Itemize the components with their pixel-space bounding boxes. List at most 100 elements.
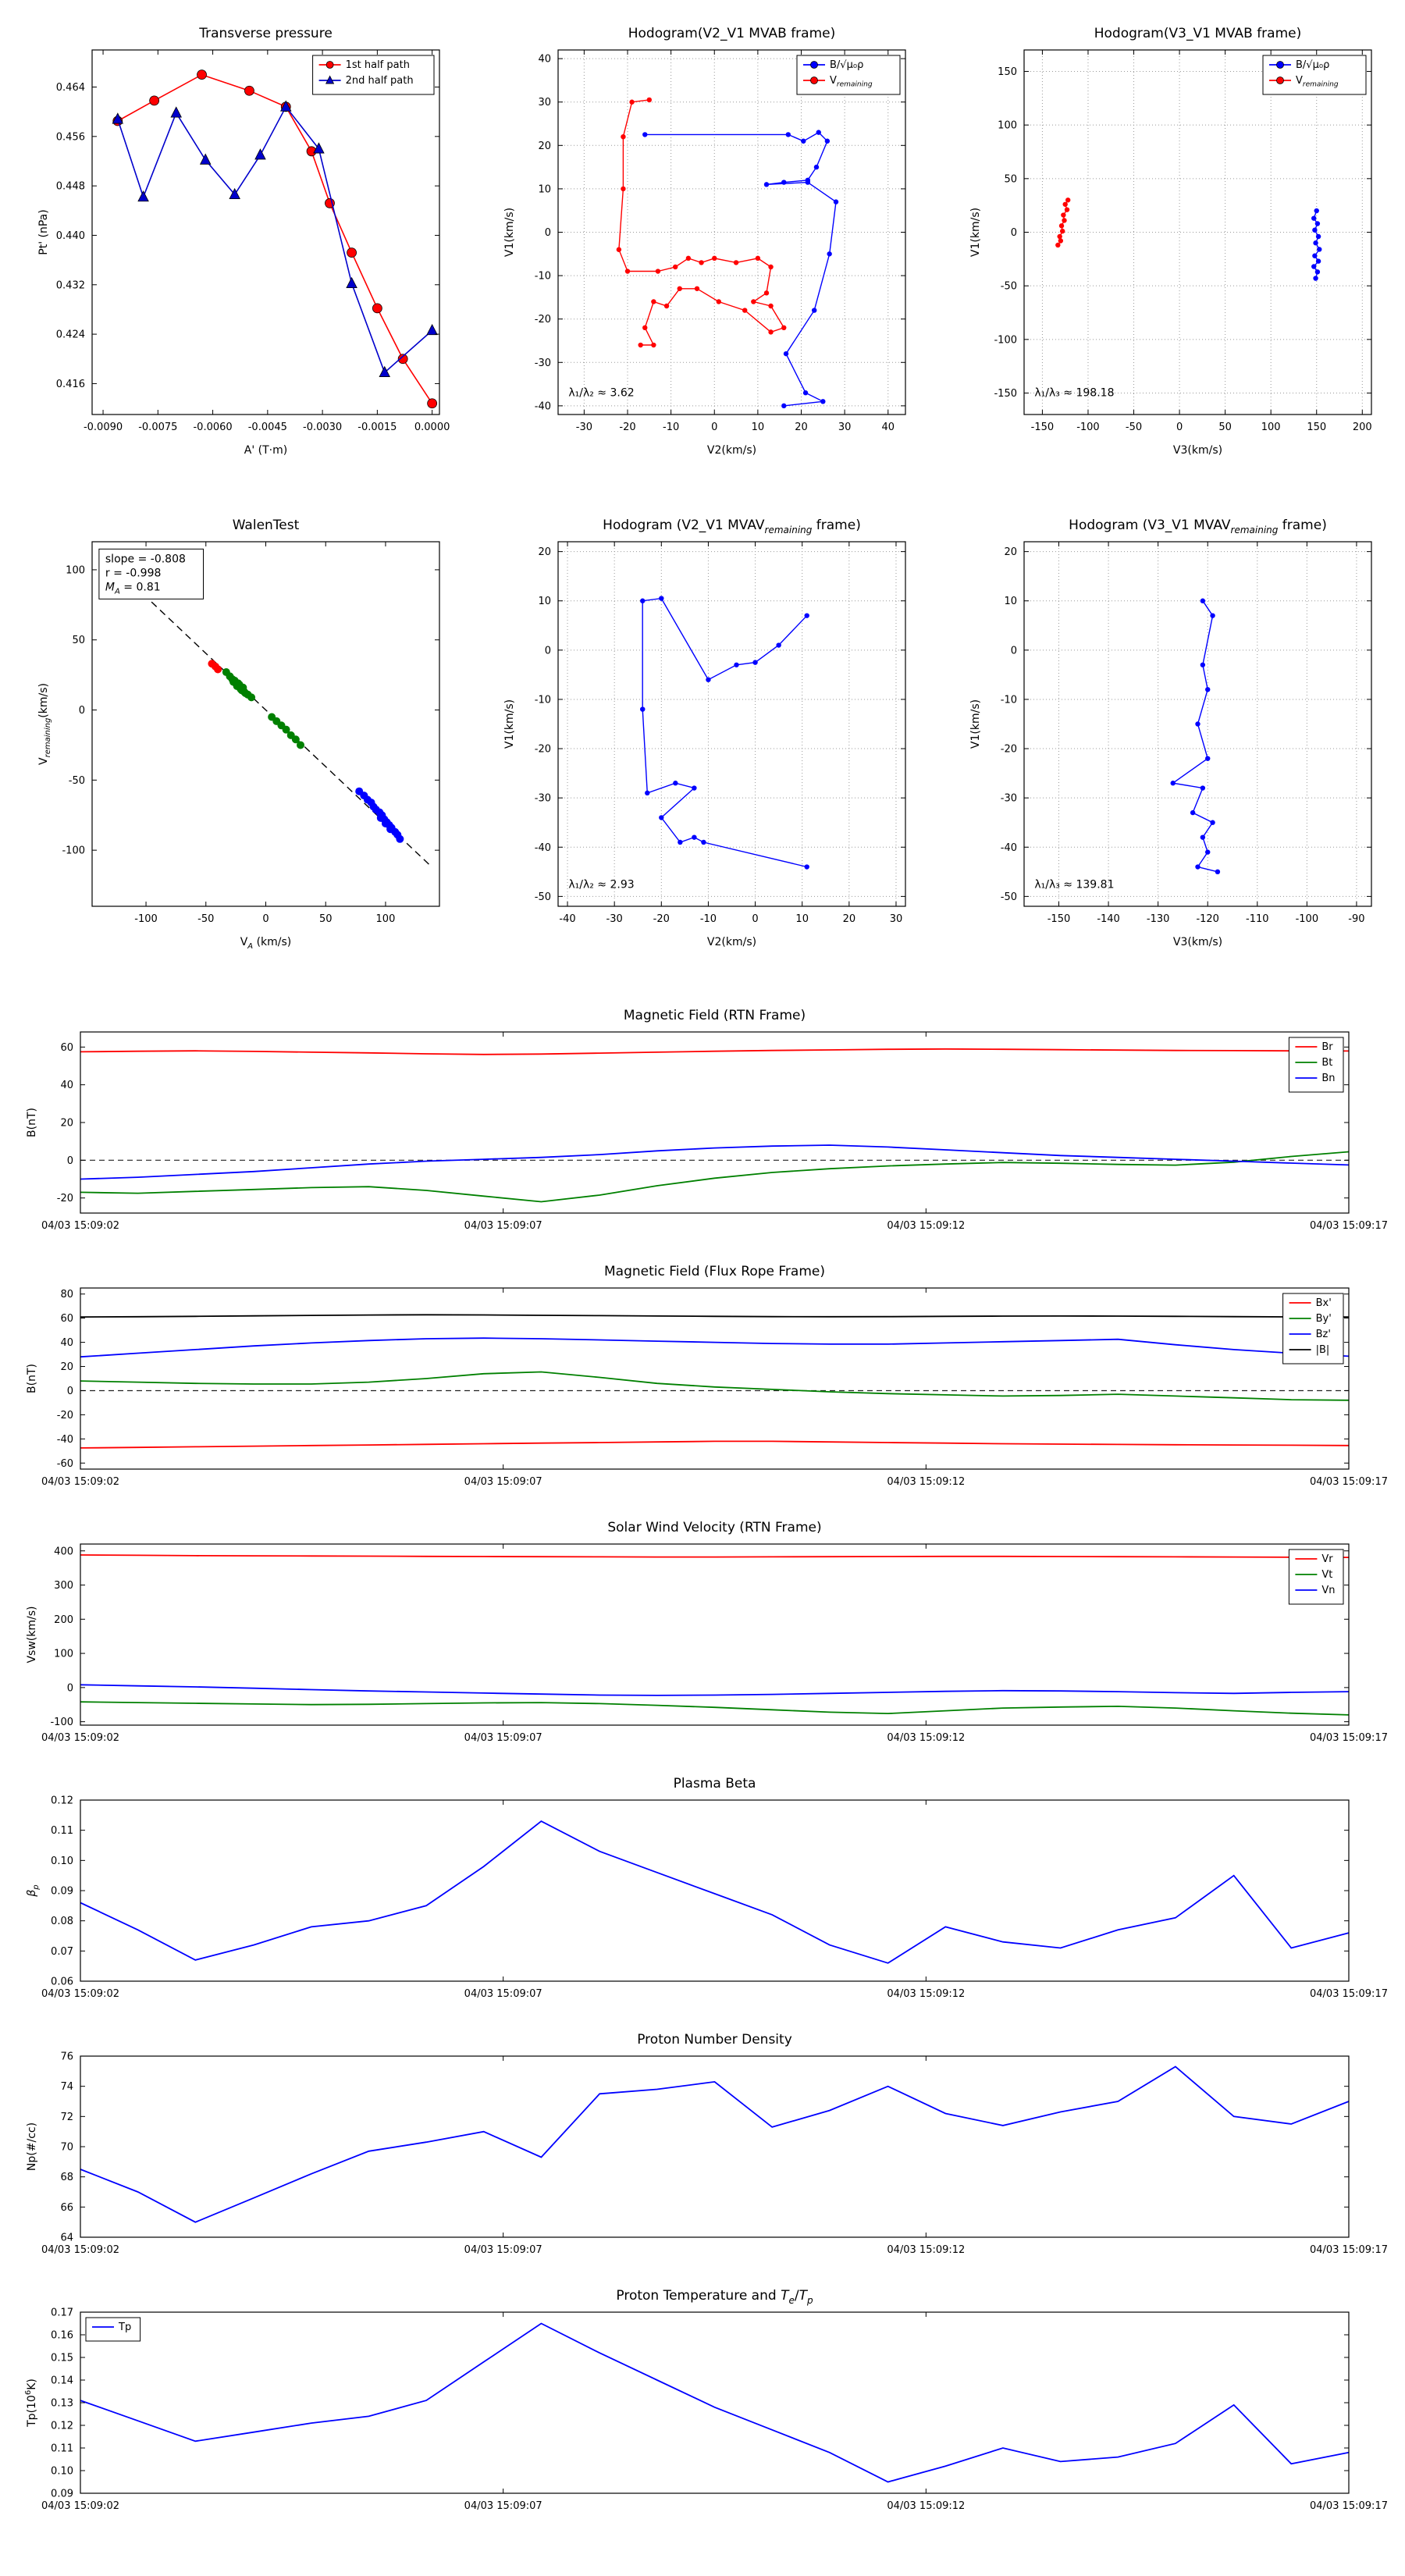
svg-text:Vn: Vn <box>1321 1585 1335 1596</box>
magnetic-field-fluxrope-chart: 04/03 15:09:02 04/03 15:09:07 04/03 15:09:… <box>6 1261 1403 1513</box>
svg-text:B(nT): B(nT) <box>26 1364 38 1393</box>
svg-text:Np(#/cc): Np(#/cc) <box>26 2122 38 2171</box>
hodogram-v3v1-mvab-chart: -150 -100 -50 0 50 100 150 200 -150 -100 -50 0 50 100… <box>946 12 1391 493</box>
svg-text:λ₁/λ₂ ≈ 3.62: λ₁/λ₂ ≈ 3.62 <box>568 387 634 400</box>
svg-text:0.14: 0.14 <box>51 2375 73 2387</box>
svg-text:04/03 15:09:17: 04/03 15:09:17 <box>1310 1732 1388 1744</box>
svg-text:1st half path: 1st half path <box>346 59 410 71</box>
svg-text:-60: -60 <box>57 1458 73 1470</box>
svg-text:10: 10 <box>538 596 551 607</box>
svg-text:200: 200 <box>54 1614 73 1626</box>
svg-text:0.11: 0.11 <box>51 1825 73 1837</box>
proton-temperature-chart: 04/03 15:09:02 04/03 15:09:07 04/03 15:09:… <box>6 2286 1403 2537</box>
svg-text:68: 68 <box>60 2172 73 2183</box>
svg-text:λ₁/λ₂ ≈ 2.93: λ₁/λ₂ ≈ 2.93 <box>568 879 634 891</box>
svg-text:Plasma Beta: Plasma Beta <box>674 1776 756 1791</box>
svg-text:50: 50 <box>319 913 333 925</box>
svg-text:B(nT): B(nT) <box>26 1108 38 1137</box>
svg-text:-10: -10 <box>700 913 717 925</box>
svg-text:-40: -40 <box>535 400 551 412</box>
solar-wind-velocity-chart: 04/03 15:09:02 04/03 15:09:07 04/03 15:09:… <box>6 1517 1403 1769</box>
plasma-beta-chart: 04/03 15:09:02 04/03 15:09:07 04/03 15:09:… <box>6 1774 1403 2025</box>
chart-canvas: -100 -50 0 50 100 -100 -50 0 50 100 WalenTest VA (k… <box>37 518 440 951</box>
svg-text:0.12: 0.12 <box>51 2421 73 2432</box>
walen-test-chart: -100 -50 0 50 100 -100 -50 0 50 100 WalenTest VA (k… <box>14 504 459 985</box>
svg-text:-40: -40 <box>535 842 551 854</box>
chart-canvas: 04/03 15:09:02 04/03 15:09:07 04/03 15:09:… <box>26 2032 1388 2256</box>
svg-text:-40: -40 <box>559 913 575 925</box>
hodogram-v3v1-mvav-chart: -150 -140 -130 -120 -110 -100 -90 -50 -40 -30 -20-… <box>946 504 1391 985</box>
chart-canvas: -0.0090 -0.0075 -0.0060 -0.0045 -0.0030 -0.00… <box>37 26 450 457</box>
svg-text:-50: -50 <box>69 775 85 787</box>
svg-text:V1(km/s): V1(km/s) <box>503 699 516 749</box>
svg-text:04/03 15:09:17: 04/03 15:09:17 <box>1310 2500 1388 2512</box>
svg-text:-150: -150 <box>1048 913 1071 925</box>
svg-text:Vremaining(km/s): Vremaining(km/s) <box>37 683 52 765</box>
svg-text:-50: -50 <box>197 913 214 925</box>
svg-text:-100: -100 <box>62 845 85 857</box>
svg-text:-30: -30 <box>576 422 592 433</box>
svg-text:04/03 15:09:12: 04/03 15:09:12 <box>887 1220 965 1232</box>
svg-text:100: 100 <box>376 913 396 925</box>
svg-text:30: 30 <box>538 97 551 109</box>
svg-text:λ₁/λ₃ ≈ 198.18: λ₁/λ₃ ≈ 198.18 <box>1034 387 1114 400</box>
svg-text:-20: -20 <box>57 1193 73 1204</box>
svg-text:0.07: 0.07 <box>51 1946 73 1958</box>
svg-text:-50: -50 <box>1001 281 1017 293</box>
svg-text:0.12: 0.12 <box>51 1795 73 1807</box>
svg-text:0.432: 0.432 <box>56 279 85 291</box>
svg-text:-130: -130 <box>1147 913 1170 925</box>
svg-text:Tp: Tp <box>118 2322 131 2333</box>
svg-text:10: 10 <box>752 422 765 433</box>
svg-text:40: 40 <box>60 1337 73 1349</box>
svg-text:-110: -110 <box>1246 913 1269 925</box>
svg-text:-50: -50 <box>1126 422 1142 433</box>
svg-text:Hodogram (V3_V1 MVAVremaining: Hodogram (V3_V1 MVAVremaining frame) <box>1069 518 1327 535</box>
chart-canvas: -40 -30 -20 -10 0 10 20 30 -50 -40 -30 -20 -10 0 10 20 H… <box>503 518 906 948</box>
svg-text:10: 10 <box>795 913 809 925</box>
svg-text:100: 100 <box>54 1649 73 1660</box>
svg-text:-50: -50 <box>1001 891 1017 903</box>
svg-text:20: 20 <box>843 913 856 925</box>
svg-text:Tp(106K): Tp(106K) <box>24 2379 38 2428</box>
svg-text:-0.0060: -0.0060 <box>193 422 232 433</box>
svg-text:0.06: 0.06 <box>51 1976 73 1988</box>
svg-text:60: 60 <box>60 1042 73 1054</box>
svg-text:0.08: 0.08 <box>51 1916 73 1927</box>
chart-canvas: -30 -20 -10 0 10 20 30 40 -40 -30 -20 -10 0 10 20 30 40 H… <box>503 26 906 457</box>
svg-text:Bx': Bx' <box>1316 1297 1332 1309</box>
svg-text:20: 20 <box>795 422 808 433</box>
svg-text:B/√μ₀ρ: B/√μ₀ρ <box>1296 59 1329 71</box>
svg-text:04/03 15:09:02: 04/03 15:09:02 <box>41 1988 119 2000</box>
svg-text:150: 150 <box>1307 422 1326 433</box>
svg-text:50: 50 <box>1004 173 1017 185</box>
svg-text:βp: βp <box>26 1884 41 1897</box>
chart-canvas: -150 -100 -50 0 50 100 150 200 -150 -100 -50 0 50 100… <box>969 26 1372 457</box>
svg-text:0.464: 0.464 <box>56 82 85 94</box>
svg-text:Vsw(km/s): Vsw(km/s) <box>26 1606 38 1663</box>
magnetic-field-rtn-chart: 04/03 15:09:02 04/03 15:09:07 04/03 15:09:… <box>6 1005 1403 1257</box>
svg-text:-0.0015: -0.0015 <box>357 422 397 433</box>
svg-text:04/03 15:09:17: 04/03 15:09:17 <box>1310 1476 1388 1488</box>
svg-text:04/03 15:09:12: 04/03 15:09:12 <box>887 1988 965 2000</box>
svg-text:-150: -150 <box>994 388 1017 400</box>
svg-text:04/03 15:09:12: 04/03 15:09:12 <box>887 2500 965 2512</box>
chart-canvas: 04/03 15:09:02 04/03 15:09:07 04/03 15:09:… <box>26 1264 1388 1488</box>
svg-text:-140: -140 <box>1097 913 1120 925</box>
svg-text:0.456: 0.456 <box>56 131 85 143</box>
svg-text:-30: -30 <box>535 793 551 805</box>
svg-text:0: 0 <box>67 1386 73 1397</box>
svg-text:70: 70 <box>60 2142 73 2154</box>
svg-text:-20: -20 <box>653 913 670 925</box>
svg-text:04/03 15:09:17: 04/03 15:09:17 <box>1310 1220 1388 1232</box>
svg-text:2nd half path: 2nd half path <box>346 75 414 87</box>
chart-canvas: 04/03 15:09:02 04/03 15:09:07 04/03 15:09:… <box>26 1776 1388 2000</box>
svg-text:0.424: 0.424 <box>56 329 85 341</box>
svg-text:Vr: Vr <box>1321 1553 1333 1565</box>
svg-text:-40: -40 <box>1001 842 1017 854</box>
svg-text:40: 40 <box>60 1080 73 1091</box>
svg-text:-10: -10 <box>535 271 551 283</box>
svg-text:72: 72 <box>60 2112 73 2123</box>
svg-text:20: 20 <box>60 1361 73 1373</box>
svg-text:Hodogram (V2_V1 MVAVremaining: Hodogram (V2_V1 MVAVremaining frame) <box>603 518 861 535</box>
